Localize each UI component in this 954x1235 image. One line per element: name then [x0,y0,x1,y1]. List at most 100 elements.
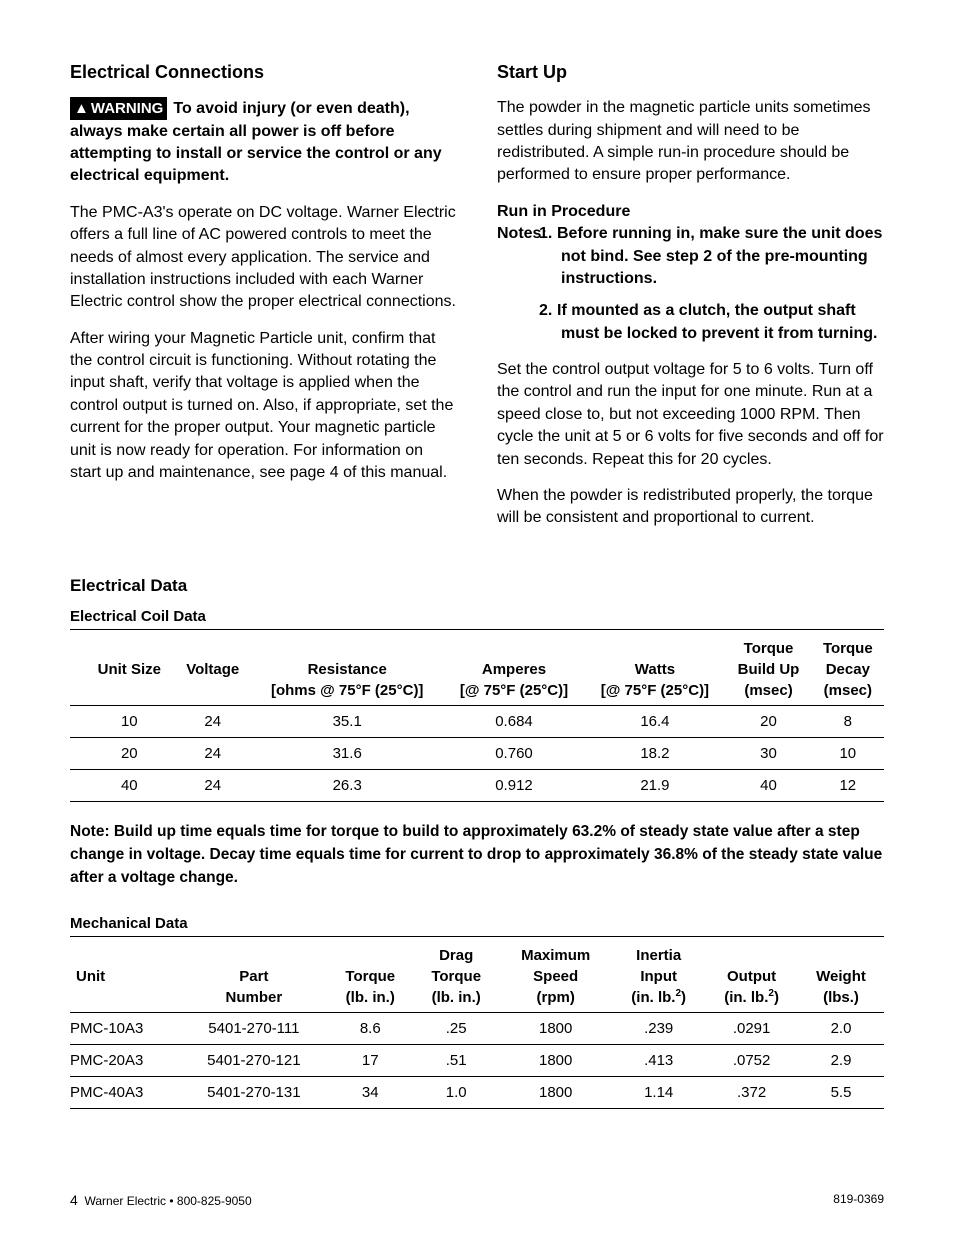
table-row: 202431.60.76018.23010 [70,737,884,769]
table-cell: 1800 [499,1045,612,1077]
footer-left-text: Warner Electric • 800-825-9050 [84,1194,251,1208]
header-text: Part [239,968,268,985]
table-cell: 21.9 [584,769,725,801]
table-cell: 1.14 [612,1077,705,1109]
table-cell: 8.6 [327,1013,413,1045]
note-label: Note: [70,823,110,840]
electrical-connections-heading: Electrical Connections [70,60,457,85]
table-cell: 35.1 [251,705,444,737]
header-sub: [ohms @ 75°F (25°C)] [271,682,423,699]
footer-left: 4 Warner Electric • 800-825-9050 [70,1191,252,1211]
table-cell: .51 [413,1045,499,1077]
header-text: Maximum [521,947,590,964]
table-cell: 2.9 [798,1045,884,1077]
col-resistance: Resistance [ohms @ 75°F (25°C)] [251,634,444,706]
note-item-1: 1.Before running in, make sure the unit … [561,223,884,290]
table-cell: 34 [327,1077,413,1109]
warning-triangle-icon: ▲ [74,98,89,119]
col-drag-torque: Drag Torque (lb. in.) [413,941,499,1013]
header-text: Torque [823,640,873,657]
right-para-1: The powder in the magnetic particle unit… [497,97,884,187]
startup-heading: Start Up [497,60,884,85]
header-text: Output [727,968,776,985]
header-sub: (lb. in.) [346,989,395,1006]
col-torque-buildup: Torque Build Up (msec) [725,634,811,706]
header-sub: (msec) [824,682,872,699]
page-number: 4 [70,1192,78,1208]
table-cell: .239 [612,1013,705,1045]
header-sub: Decay [826,661,870,678]
table-cell: 10 [812,737,884,769]
table-cell: 10 [70,705,175,737]
table-cell: 0.760 [444,737,585,769]
table-row: PMC-20A35401-270-12117.511800.413.07522.… [70,1045,884,1077]
page-footer: 4 Warner Electric • 800-825-9050 819-036… [70,1191,884,1211]
table-cell: PMC-20A3 [70,1045,181,1077]
header-sub: (in. lb. [631,989,675,1006]
table-cell: .372 [705,1077,798,1109]
col-voltage: Voltage [175,634,251,706]
table-cell: .413 [612,1045,705,1077]
header-sub: Build Up [738,661,800,678]
table-cell: 24 [175,769,251,801]
left-para-2: After wiring your Magnetic Particle unit… [70,328,457,485]
table-row: PMC-40A35401-270-131341.018001.14.3725.5 [70,1077,884,1109]
header-text: Weight [816,968,866,985]
note-number: 2. [539,300,557,322]
header-sub: ) [774,989,779,1006]
table-row: PMC-10A35401-270-1118.6.251800.239.02912… [70,1013,884,1045]
col-unit: Unit [70,941,181,1013]
table-cell: 2.0 [798,1013,884,1045]
header-text: Inertia [636,947,681,964]
right-column: Start Up The powder in the magnetic part… [497,60,884,544]
header-sub: (in. lb. [724,989,768,1006]
col-torque: Torque (lb. in.) [327,941,413,1013]
header-text: Amperes [482,661,546,678]
table-cell: 40 [725,769,811,801]
footer-right: 819-0369 [833,1191,884,1211]
col-output: Output(in. lb.2) [705,941,798,1013]
run-in-head-text: Run in Procedure [497,203,630,220]
table-row: 402426.30.91221.94012 [70,769,884,801]
header-sub: Input [640,968,677,985]
right-para-3: When the powder is redistributed properl… [497,485,884,530]
header-sub: (msec) [744,682,792,699]
header-text: Voltage [186,661,239,678]
left-para-1: The PMC-A3's operate on DC voltage. Warn… [70,202,457,314]
col-max-speed: MaximumSpeed(rpm) [499,941,612,1013]
electrical-data-heading: Electrical Data [70,574,884,598]
table-cell: 24 [175,705,251,737]
header-sub: Speed [533,968,578,985]
table-cell: 12 [812,769,884,801]
table-cell: 26.3 [251,769,444,801]
notes-block: Notes: 1.Before running in, make sure th… [497,223,884,345]
col-amperes: Amperes[@ 75°F (25°C)] [444,634,585,706]
warning-badge: ▲WARNING [70,97,167,120]
note-item-2: 2.If mounted as a clutch, the output sha… [561,300,884,345]
table-header-row: Unit PartNumber Torque (lb. in.) Drag Torq… [70,941,884,1013]
table-cell: .0291 [705,1013,798,1045]
table-cell: 16.4 [584,705,725,737]
table-cell: PMC-40A3 [70,1077,181,1109]
table-cell: 0.684 [444,705,585,737]
table-cell: 5.5 [798,1077,884,1109]
mech-table-body: PMC-10A35401-270-1118.6.251800.239.02912… [70,1013,884,1109]
header-sub: ) [681,989,686,1006]
table-cell: .25 [413,1013,499,1045]
col-part-number: PartNumber [181,941,328,1013]
mechanical-data-heading: Mechanical Data [70,913,884,937]
header-text: Drag [439,947,473,964]
header-sub: (lb. in.) [432,989,481,1006]
table-cell: 20 [725,705,811,737]
table-cell: 40 [70,769,175,801]
table-cell: 31.6 [251,737,444,769]
header-text: Torque [345,968,395,985]
table-cell: 8 [812,705,884,737]
header-text: Torque [744,640,794,657]
header-text: Unit Size [98,661,161,678]
header-text: Resistance [308,661,387,678]
table-cell: 5401-270-111 [181,1013,328,1045]
header-sub: Torque [431,968,481,985]
col-weight: Weight(lbs.) [798,941,884,1013]
two-column-layout: Electrical Connections ▲WARNINGTo avoid … [70,60,884,544]
